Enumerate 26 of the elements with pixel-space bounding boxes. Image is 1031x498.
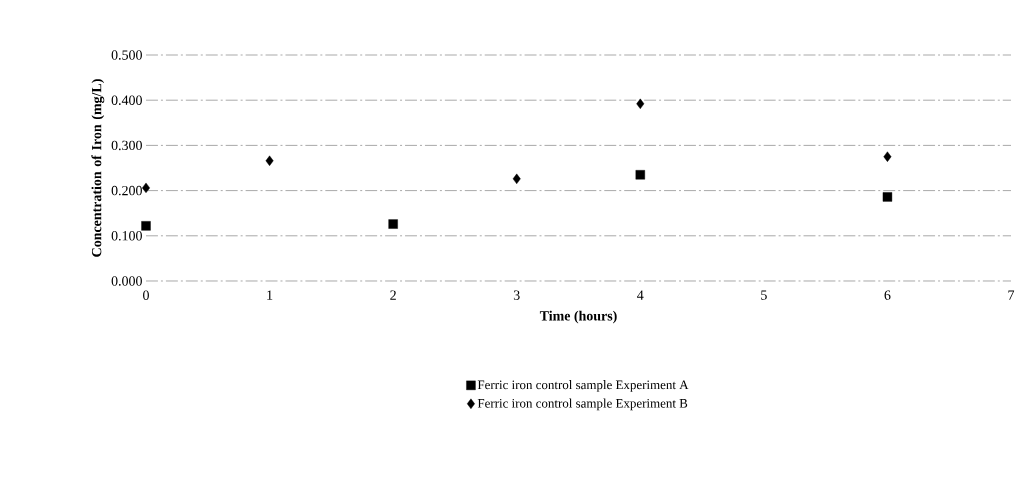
point xyxy=(265,155,274,166)
x-tick-label: 2 xyxy=(390,290,396,300)
y-axis-title: Concentration of Iron (mg/L) xyxy=(91,79,105,257)
x-tick-label: 6 xyxy=(884,290,891,300)
x-tick-label: 3 xyxy=(513,290,520,300)
y-tick-label: 0.100 xyxy=(111,231,142,241)
x-tick-label: 5 xyxy=(761,290,767,300)
y-tick-label: 0.400 xyxy=(111,95,142,105)
x-tick-label: 1 xyxy=(267,290,273,300)
legend-label: Ferric iron control sample Experiment A xyxy=(477,380,689,392)
x-tick-label: 4 xyxy=(637,290,644,300)
y-tick-label: 0.200 xyxy=(111,185,142,196)
y-tick-label: 0.000 xyxy=(111,276,142,286)
x-axis-title: Time (hours) xyxy=(539,310,617,324)
point xyxy=(636,98,645,109)
x-tick-label: 0 xyxy=(143,290,149,300)
point xyxy=(141,221,151,231)
point xyxy=(635,170,645,180)
point xyxy=(388,219,398,229)
y-tick-label: 0.300 xyxy=(111,140,142,151)
point xyxy=(883,151,892,162)
point xyxy=(882,192,893,202)
x-tick-label: 7 xyxy=(1008,290,1015,300)
y-tick-label: 0.500 xyxy=(111,50,142,60)
point xyxy=(512,173,521,185)
legend-label: Ferric iron control sample Experiment B xyxy=(477,398,688,411)
